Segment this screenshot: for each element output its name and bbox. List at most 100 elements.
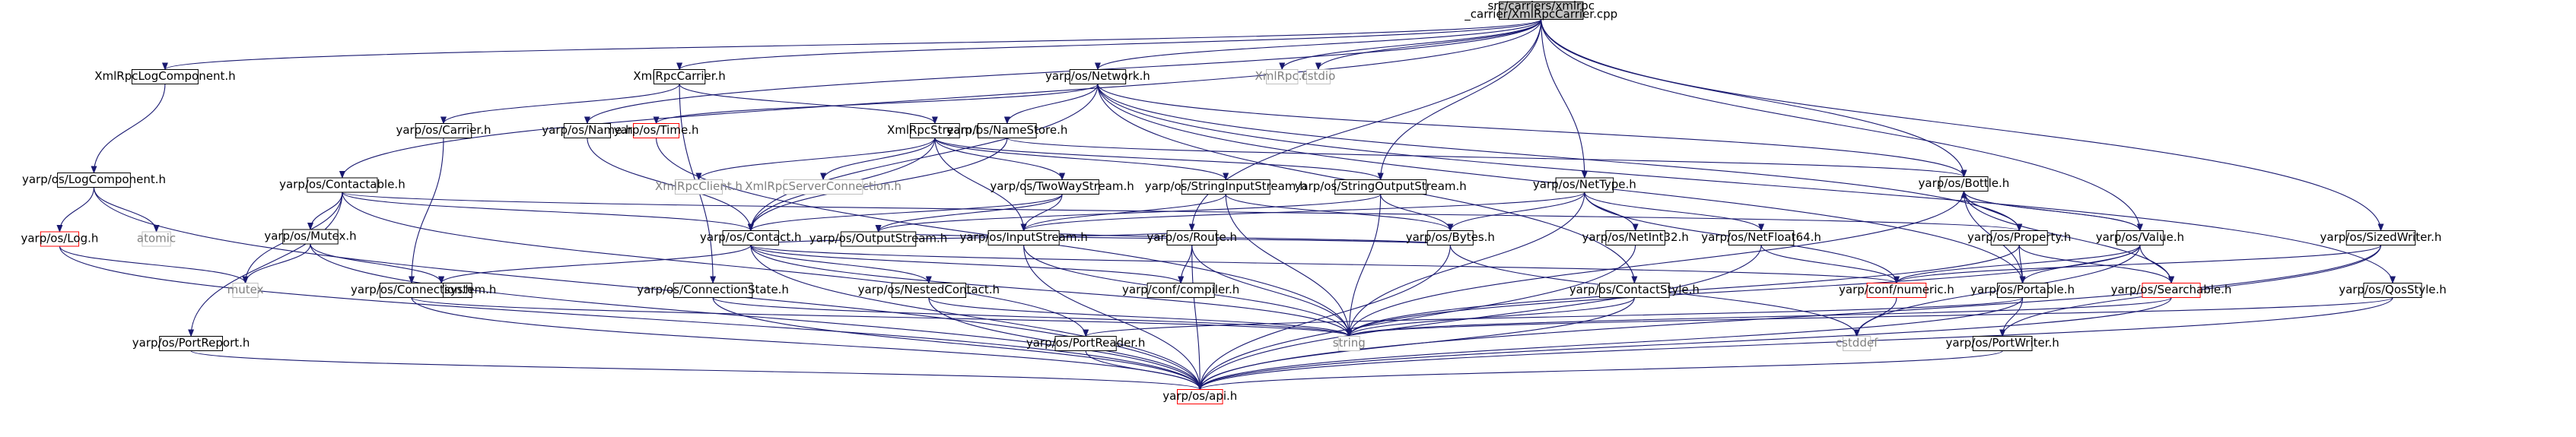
node-box: [673, 283, 753, 298]
node-Property[interactable]: yarp/os/Property.h: [1967, 230, 2071, 245]
node-ConnectionState[interactable]: yarp/os/ConnectionState.h: [637, 283, 789, 298]
node-TwoWayStream[interactable]: yarp/os/TwoWayStream.h: [990, 179, 1134, 195]
edge-SizedWriter-to-api: [1197, 245, 2382, 391]
node-box: [1555, 177, 1614, 193]
node-PortWriter[interactable]: yarp/os/PortWriter.h: [1946, 336, 2059, 351]
node-mutex: mutex: [227, 283, 264, 298]
node-Contactable[interactable]: yarp/os/Contactable.h: [279, 177, 405, 193]
node-box: [1972, 336, 2033, 351]
edge-PortReader-to-api: [1085, 350, 1204, 391]
node-box: [1426, 230, 1474, 245]
node-box: [1181, 179, 1271, 195]
node-PortReader[interactable]: yarp/os/PortReader.h: [1026, 336, 1146, 351]
node-label: yarp/os/PortWriter.h: [1946, 336, 2059, 350]
edge-StringInputStream-to-InputStream: [1020, 194, 1226, 232]
node-box: [415, 123, 472, 138]
node-label: yarp/os/InputStream.h: [959, 230, 1087, 244]
edge-Portable-to-PortWriter: [1999, 297, 2024, 337]
node-SizedWriter[interactable]: yarp/os/SizedWriter.h: [2320, 230, 2442, 245]
node-Time[interactable]: yarp/os/Time.h: [614, 123, 699, 138]
node-label: yarp/os/Log.h: [21, 232, 98, 245]
node-api[interactable]: yarp/os/api.h: [1162, 389, 1237, 404]
edge-Network-to-QosStyle: [1097, 84, 2396, 284]
edge-Value-to-Searchable: [2139, 245, 2175, 284]
node-label: XmlRpcStream.h: [887, 123, 983, 137]
edge-QosStyle-to-api: [1197, 297, 2393, 391]
node-label: XmlRpc.h: [1255, 69, 1309, 83]
edge-NetFloat64-to-confNumeric: [1760, 245, 1900, 284]
node-Connection[interactable]: yarp/os/Connection.h: [351, 283, 472, 298]
node-Bytes[interactable]: yarp/os/Bytes.h: [1406, 230, 1495, 245]
node-PortReport[interactable]: yarp/os/PortReport.h: [132, 336, 250, 351]
node-box: [57, 173, 131, 188]
edge-root-to-Network: [1095, 19, 1542, 71]
edge-XmlRpcStream-to-InputStream: [934, 138, 1027, 232]
edge-LogComponent-to-Log: [56, 187, 95, 233]
node-XmlRpcCarrierH[interactable]: XmlRpcCarrier.h: [633, 69, 726, 84]
node-Log[interactable]: yarp/os/Log.h: [21, 231, 98, 247]
node-label: yarp/os/Value.h: [2096, 230, 2184, 244]
node-Route[interactable]: yarp/os/Route.h: [1146, 230, 1237, 245]
node-NetFloat64[interactable]: yarp/os/NetFloat64.h: [1701, 230, 1821, 245]
node-NameStore[interactable]: yarp/os/NameStore.h: [946, 123, 1067, 138]
edge-ContactStyle-to-api: [1197, 297, 1635, 391]
node-Bottle[interactable]: yarp/os/Bottle.h: [1919, 176, 2010, 192]
node-box: [1146, 283, 1215, 298]
edge-StringOutputStream-to-string: [1346, 194, 1382, 337]
node-confCompiler[interactable]: yarp/conf/compiler.h: [1122, 283, 1239, 298]
edge-XmlRpcStream-to-XmlRpcClient: [695, 138, 936, 181]
edge-XmlRpcStream-to-StringInputStream: [934, 138, 1229, 181]
node-XmlRpcStream[interactable]: XmlRpcStream.h: [887, 123, 983, 138]
node-cstdio: cstdio: [1301, 69, 1335, 84]
node-NestedContact[interactable]: yarp/os/NestedContact.h: [858, 283, 1000, 298]
node-confNumeric[interactable]: yarp/conf/numeric.h: [1839, 283, 1954, 298]
node-NetType[interactable]: yarp/os/NetType.h: [1533, 177, 1636, 193]
node-ContactStyle[interactable]: yarp/os/ContactStyle.h: [1569, 283, 1700, 298]
edge-Name-to-Contact: [587, 138, 754, 232]
node-XmlRpcLogComponent[interactable]: XmlRpcLogComponent.h: [94, 69, 236, 84]
node-label: yarp/os/Bytes.h: [1406, 230, 1495, 244]
node-Portable[interactable]: yarp/os/Portable.h: [1970, 283, 2075, 298]
node-label: yarp/os/NetInt32.h: [1582, 230, 1688, 244]
node-QosStyle[interactable]: yarp/os/QosStyle.h: [2339, 283, 2447, 298]
node-Network[interactable]: yarp/os/Network.h: [1045, 69, 1150, 84]
edge-Network-to-Time: [653, 84, 1099, 125]
node-Contact[interactable]: yarp/os/Contact.h: [700, 230, 802, 245]
node-label: cstdio: [1301, 69, 1335, 83]
node-box: [232, 283, 259, 298]
node-Searchable[interactable]: yarp/os/Searchable.h: [2111, 283, 2232, 298]
node-box: [131, 69, 199, 84]
node-InputStream[interactable]: yarp/os/InputStream.h: [959, 230, 1088, 245]
node-root[interactable]: src/carriers/xmlrpc_carrier/XmlRpcCarrie…: [1464, 0, 1617, 22]
node-box: [1166, 230, 1217, 245]
edge-PortWriter-to-api: [1197, 350, 2003, 391]
edge-Contact-to-string: [750, 245, 1353, 337]
node-OutputStream[interactable]: yarp/os/OutputStream.h: [809, 231, 948, 247]
node-XmlRpc: XmlRpc.h: [1255, 69, 1309, 84]
node-NetInt32[interactable]: yarp/os/NetInt32.h: [1582, 230, 1689, 245]
node-cstddef: cstddef: [1836, 336, 1878, 351]
node-box: [909, 123, 960, 138]
node-Mutex[interactable]: yarp/os/Mutex.h: [264, 229, 357, 245]
node-box: [978, 123, 1037, 138]
node-StringInputStream[interactable]: yarp/os/StringInputStream.h: [1145, 179, 1307, 195]
edge-NameStore-to-Contact: [747, 138, 1008, 232]
edge-root-to-Contactable: [339, 19, 1542, 179]
node-Value[interactable]: yarp/os/Value.h: [2096, 230, 2184, 245]
node-LogComponent[interactable]: yarp/os/LogComponent.h: [22, 173, 166, 188]
edge-LogComponent-to-atomic: [93, 187, 160, 233]
edge-Bottle-to-string: [1346, 191, 1964, 337]
node-Name[interactable]: yarp/os/Name.h: [542, 123, 633, 138]
node-box: [563, 123, 611, 138]
node-box: [1996, 283, 2049, 298]
node-StringOutputStream[interactable]: yarp/os/StringOutputStream.h: [1295, 179, 1467, 195]
edge-root-to-NetType: [1541, 19, 1588, 179]
node-label: yarp/conf/compiler.h: [1122, 283, 1239, 296]
node-label: yarp/os/Searchable.h: [2111, 283, 2232, 296]
node-Carrier[interactable]: yarp/os/Carrier.h: [396, 123, 491, 138]
edge-Bottle-to-Searchable: [1963, 191, 2174, 284]
node-label: XmlRpcServerConnection.h: [745, 179, 902, 193]
node-label: yarp/os/QosStyle.h: [2339, 283, 2447, 296]
edge-NetType-to-InputStream: [1020, 192, 1585, 232]
